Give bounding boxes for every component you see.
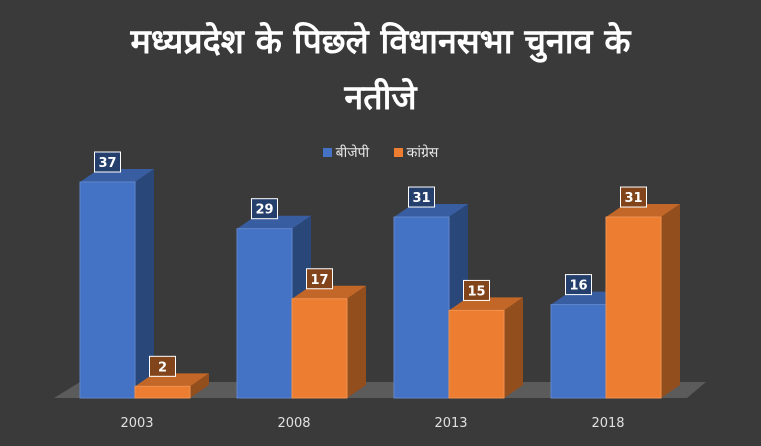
data-label-box-2-1 [463,279,490,301]
legend-label-congress: कांग्रेस [406,145,439,161]
data-label-box-0-1 [149,355,176,377]
data-label-2-0: 31 [412,191,430,206]
bar-side-1-1 [347,285,366,398]
bar-2-0 [393,216,450,399]
data-label-box-1-1 [306,268,333,290]
bar-1-0 [236,228,293,399]
data-label-box-1-0 [251,198,278,220]
data-label-1-0: 29 [255,203,273,218]
data-label-1-1: 17 [310,273,328,288]
x-tick-label-2013: 2013 [434,416,467,431]
data-label-box-2-0 [408,186,435,208]
legend: बीजेपी कांग्रेस [0,143,761,162]
bar-2-1 [448,309,505,399]
bar-0-0 [79,181,136,399]
legend-entry-bjp: बीजेपी [322,143,370,162]
data-label-0-0: 37 [98,156,116,171]
legend-label-bjp: बीजेपी [335,145,370,161]
data-label-2-1: 15 [467,284,485,299]
x-tick-label-2008: 2008 [277,416,310,431]
chart-title: मध्यप्रदेश के पिछले विधानसभा चुनाव के नत… [0,14,761,126]
data-label-box-0-0 [94,151,121,173]
bar-side-2-1 [504,297,523,398]
bar-3-1 [605,216,662,399]
data-label-0-1: 2 [158,360,167,375]
data-label-3-1: 31 [624,191,642,206]
legend-swatch-congress [393,148,403,157]
x-tick-label-2003: 2003 [120,416,153,431]
legend-entry-congress: कांग्रेस [393,143,439,162]
data-label-3-0: 16 [569,279,587,294]
x-tick-label-2018: 2018 [591,416,624,431]
chart-title-line-2: नतीजे [344,78,417,118]
legend-swatch-bjp [322,148,332,157]
chart-title-line-1: मध्यप्रदेश के पिछले विधानसभा चुनाव के [130,22,631,62]
data-label-box-3-0 [565,274,592,296]
bar-3-0 [550,304,607,399]
bar-0-1 [134,385,191,399]
data-label-box-3-1 [620,186,647,208]
bar-1-1 [291,298,348,399]
bar-side-3-1 [661,204,680,398]
bar-side-0-1 [190,373,209,398]
bar-side-0-0 [135,169,154,398]
floor [54,382,706,398]
